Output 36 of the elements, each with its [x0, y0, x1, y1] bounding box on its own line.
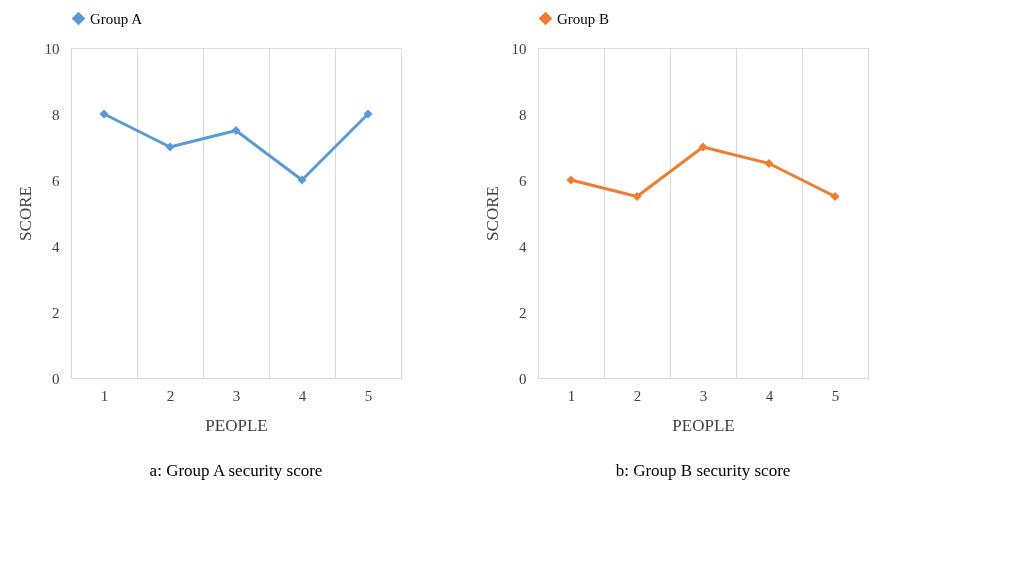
y-tick-label: 0 — [52, 370, 60, 387]
legend-label: Group B — [557, 10, 610, 27]
point — [99, 109, 109, 119]
y-tick-label: 4 — [52, 238, 60, 255]
text: a: Group A security score — [149, 461, 323, 480]
x-tick-label: 5 — [831, 387, 840, 404]
point — [566, 175, 576, 185]
y-axis-title: SCORE — [482, 186, 502, 241]
text: b: Group B security score — [615, 461, 791, 480]
y-tick-label: 6 — [52, 172, 60, 189]
x-tick-label: 3 — [699, 387, 708, 404]
y-tick-label: 8 — [52, 106, 60, 123]
y-axis-title: SCORE — [15, 186, 35, 241]
x-tick-label: 3 — [232, 387, 241, 404]
x-axis-title: PEOPLE — [672, 415, 735, 435]
x-tick-label: 4 — [765, 387, 774, 404]
y-tick-label: 6 — [519, 172, 527, 189]
y-tick-label: 2 — [519, 304, 527, 321]
x-tick-label: 2 — [166, 387, 175, 404]
point — [165, 142, 175, 152]
y-tick-label: 0 — [519, 370, 527, 387]
x-axis-title: PEOPLE — [205, 415, 268, 435]
y-tick-label: 10 — [511, 40, 527, 57]
y-tick-label: 4 — [519, 238, 527, 255]
x-tick-label: 5 — [364, 387, 373, 404]
x-tick-label: 2 — [633, 387, 642, 404]
x-tick-label: 1 — [567, 387, 576, 404]
point — [698, 142, 708, 152]
y-tick-label: 2 — [52, 304, 60, 321]
y-tick-label: 10 — [44, 40, 60, 57]
point — [297, 175, 307, 185]
x-tick-label: 4 — [298, 387, 307, 404]
point — [363, 109, 373, 119]
y-tick-label: 8 — [519, 106, 527, 123]
legend-label: Group A — [90, 10, 143, 27]
x-tick-label: 1 — [100, 387, 109, 404]
